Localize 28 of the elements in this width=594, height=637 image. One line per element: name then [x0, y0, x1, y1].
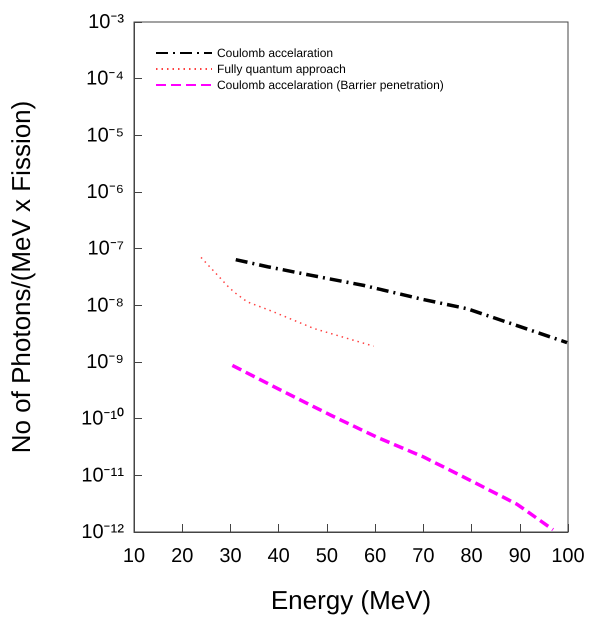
y-tick-label: 10⁻¹² [81, 521, 124, 543]
x-tick-label: 80 [460, 545, 483, 567]
x-tick-label: 100 [551, 545, 585, 567]
x-tick-label: 50 [316, 545, 338, 567]
x-axis-title: Energy (MeV) [270, 585, 432, 615]
legend-label: Fully quantum approach [217, 62, 346, 76]
y-tick-label: 10⁻⁸ [86, 294, 124, 316]
x-tick-label: 10 [122, 545, 146, 567]
x-tick-label: 20 [171, 545, 194, 567]
x-tick-label: 30 [219, 545, 242, 567]
line-series [234, 258, 569, 344]
y-tick-label: 10⁻⁴ [86, 68, 124, 90]
line-series [200, 256, 374, 347]
x-tick-label: 90 [508, 545, 531, 567]
y-tick-label: 10⁻¹⁰ [81, 406, 124, 430]
legend-label: Coulomb accelaration (Barrier penetration) [217, 78, 444, 92]
y-tick-label: 10⁻⁹ [86, 351, 124, 373]
y-tick-label: 10⁻⁷ [88, 238, 124, 260]
legend-label: Coulomb accelaration [217, 46, 334, 60]
line-series [230, 364, 555, 532]
y-tick-label: 10⁻⁶ [86, 181, 124, 203]
y-axis-title: No of Photons/(MeV x Fission) [6, 100, 36, 454]
y-tick-label: 10⁻⁵ [86, 124, 124, 146]
y-tick-label: 10⁻¹¹ [81, 464, 124, 486]
x-tick-label: 60 [364, 545, 386, 567]
x-tick-label: 40 [268, 545, 290, 567]
x-tick-label: 70 [412, 545, 434, 567]
y-tick-label: 10⁻³ [88, 11, 124, 33]
